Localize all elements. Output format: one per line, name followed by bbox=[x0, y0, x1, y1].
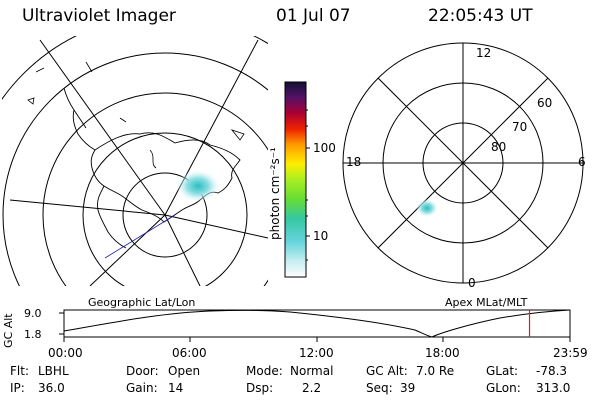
gcalt-label: GC Alt: bbox=[366, 364, 408, 378]
x-tick-1800: 18:00 bbox=[425, 346, 460, 360]
door-label: Door: bbox=[126, 364, 159, 378]
mlat-label-70: 70 bbox=[512, 120, 528, 134]
gain-value: 14 bbox=[168, 381, 184, 395]
mlt-label-6: 6 bbox=[578, 155, 586, 169]
glon-value: 313.0 bbox=[536, 381, 571, 395]
ice-shelf bbox=[97, 185, 127, 249]
strip-ticks bbox=[59, 312, 571, 342]
mode-value: Normal bbox=[290, 364, 334, 378]
ip-label: IP: bbox=[10, 381, 25, 395]
x-tick-2359: 23:59 bbox=[553, 346, 588, 360]
geographic-map bbox=[2, 36, 268, 286]
x-tick-0000: 00:00 bbox=[48, 346, 83, 360]
colorbar-label-100: 100 bbox=[313, 141, 336, 155]
meridian-6 bbox=[164, 214, 201, 286]
date-label: 01 Jul 07 bbox=[276, 6, 351, 26]
time-label: 22:05:43 UT bbox=[428, 6, 533, 26]
meridian-5 bbox=[89, 214, 166, 286]
seq-value: 39 bbox=[400, 381, 416, 395]
meridian-3 bbox=[9, 199, 166, 216]
apex-title: Apex MLat/MLT bbox=[445, 296, 528, 309]
track-line bbox=[104, 214, 176, 259]
mlt-label-0: 0 bbox=[468, 276, 476, 290]
gain-label: Gain: bbox=[126, 381, 158, 395]
altitude-strip-frame bbox=[63, 309, 571, 338]
lat-circle-5 bbox=[2, 36, 268, 100]
colorbar-unit-label: photon cm⁻²s⁻¹ bbox=[268, 147, 282, 240]
glat-value: -78.3 bbox=[536, 364, 568, 378]
app-title: Ultraviolet Imager bbox=[22, 6, 176, 26]
gcalt-value: 7.0 Re bbox=[416, 364, 455, 378]
coast-detail bbox=[27, 61, 245, 169]
aurora-spot-polar bbox=[416, 199, 438, 217]
mlt-label-12: 12 bbox=[476, 46, 492, 60]
coastline bbox=[90, 132, 241, 223]
alt-ymin: 1.8 bbox=[24, 328, 42, 341]
x-tick-0600: 06:00 bbox=[172, 346, 207, 360]
flt-value: LBHL bbox=[38, 364, 69, 378]
polar-diagonal-2 bbox=[377, 77, 549, 249]
mlat-label-60: 60 bbox=[537, 96, 553, 110]
alt-ymax: 9.0 bbox=[24, 307, 42, 320]
mlat-label-80: 80 bbox=[491, 140, 507, 154]
meridian-1 bbox=[39, 39, 166, 216]
glat-label: GLat: bbox=[486, 364, 519, 378]
x-tick-1200: 12:00 bbox=[299, 346, 334, 360]
seq-label: Seq: bbox=[366, 381, 393, 395]
lat-circle-4 bbox=[2, 52, 268, 286]
lat-circle-1 bbox=[122, 172, 208, 258]
colorbar bbox=[284, 81, 307, 278]
colorbar-label-10: 10 bbox=[313, 229, 329, 243]
peninsula bbox=[63, 87, 96, 151]
dsp-label: Dsp: bbox=[246, 381, 274, 395]
altitude-curve bbox=[63, 309, 571, 338]
glon-label: GLon: bbox=[486, 381, 521, 395]
mode-label: Mode: bbox=[246, 364, 283, 378]
polar-plot bbox=[342, 42, 584, 284]
dsp-value: 2.2 bbox=[302, 381, 322, 395]
ip-value: 36.0 bbox=[38, 381, 65, 395]
geographic-title: Geographic Lat/Lon bbox=[88, 296, 196, 309]
alt-ylabel: GC Alt bbox=[2, 313, 15, 348]
meridian-4 bbox=[164, 214, 268, 239]
lat-circle-3 bbox=[42, 92, 268, 286]
aurora-spot-geo bbox=[176, 170, 220, 202]
flt-label: Flt: bbox=[10, 364, 29, 378]
lat-circle-2 bbox=[82, 132, 248, 286]
mlt-label-18: 18 bbox=[346, 155, 362, 169]
door-value: Open bbox=[168, 364, 201, 378]
